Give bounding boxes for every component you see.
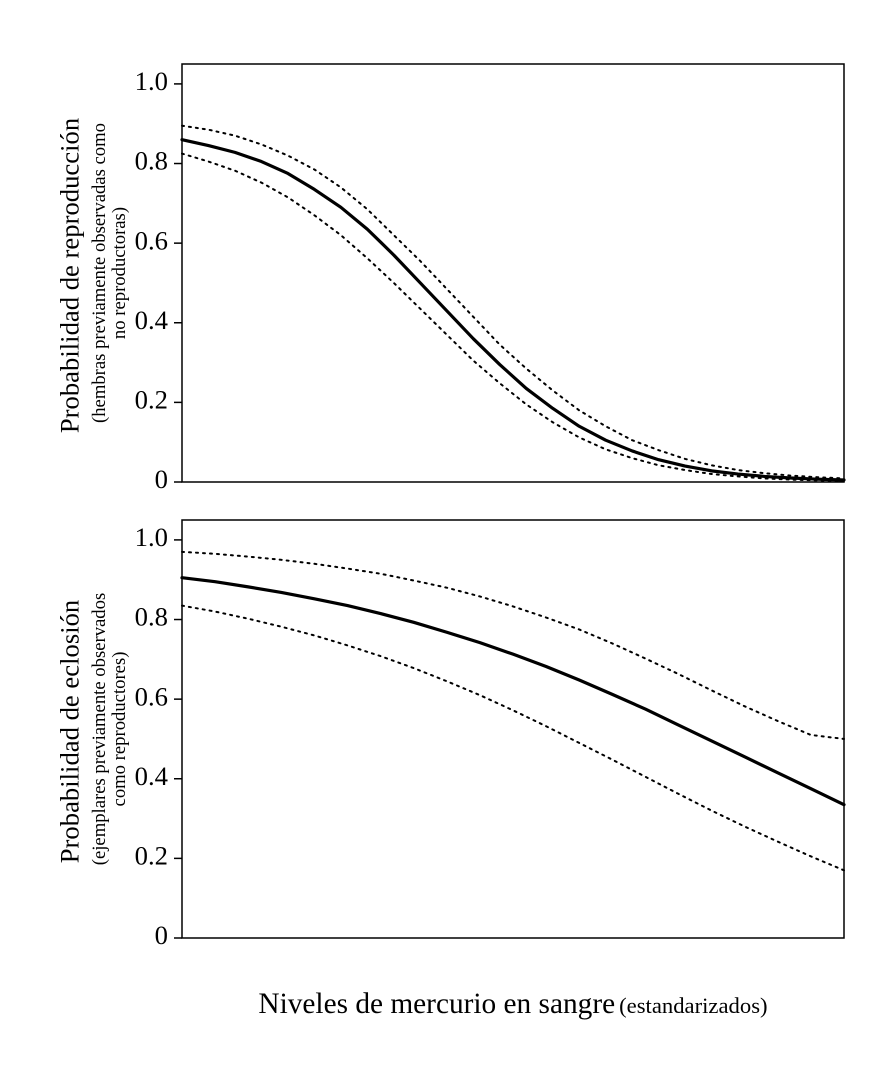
svg-text:0.4: 0.4 [135, 305, 168, 335]
svg-text:0.8: 0.8 [135, 146, 168, 176]
ylabel-bottom-main: Probabilidad de eclosión [55, 532, 86, 932]
svg-text:0.6: 0.6 [135, 225, 168, 255]
svg-text:0.8: 0.8 [135, 602, 168, 632]
svg-text:1.0: 1.0 [135, 66, 168, 96]
svg-text:0.6: 0.6 [135, 681, 168, 711]
ylabel-bottom-sub2: como reproductores) [109, 554, 131, 904]
ylabel-top-sub2: no reproductoras) [109, 98, 131, 448]
svg-text:0.2: 0.2 [135, 385, 168, 415]
ylabel-bottom-sub1: (ejemplares previamente observados [89, 554, 111, 904]
svg-text:0.2: 0.2 [135, 841, 168, 871]
xlabel-main: Niveles de mercurio en sangre [258, 988, 615, 1020]
ylabel-top-main: Probabilidad de reproducción [55, 76, 86, 476]
svg-text:0: 0 [155, 920, 168, 950]
svg-text:1.0: 1.0 [135, 522, 168, 552]
ylabel-top-sub1: (hembras previamente observadas como [89, 98, 111, 448]
xlabel: Niveles de mercurio en sangre (estandari… [182, 988, 844, 1021]
svg-text:0.4: 0.4 [135, 761, 168, 791]
svg-text:0: 0 [155, 464, 168, 494]
chart-svg: 0 0.2 0.4 0.6 0.8 1.0 0 0.2 0.4 0.6 0.8 1.0 [0, 0, 886, 1066]
figure-container: 0 0.2 0.4 0.6 0.8 1.0 0 0.2 0.4 0.6 0.8 1.0 Probabi… [0, 0, 886, 1066]
xlabel-sub: (estandarizados) [619, 993, 767, 1018]
